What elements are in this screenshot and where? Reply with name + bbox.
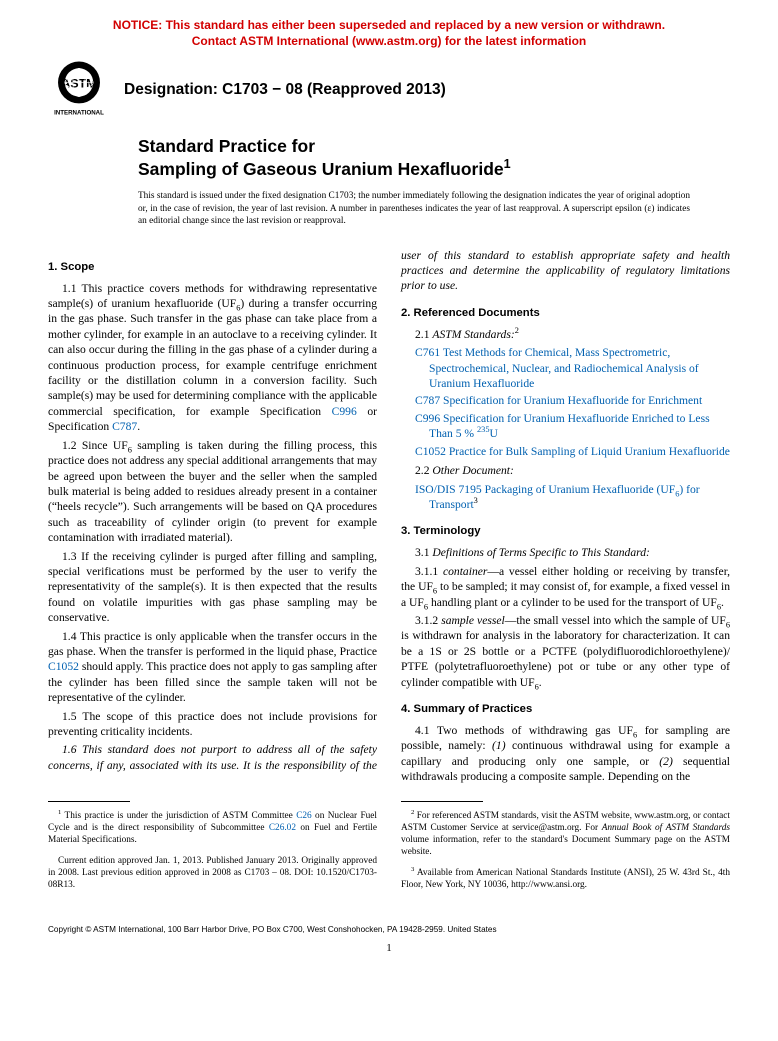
svg-text:INTERNATIONAL: INTERNATIONAL bbox=[54, 110, 104, 117]
title-line2: Sampling of Gaseous Uranium Hexafluoride bbox=[138, 159, 504, 179]
section-1-head: 1. Scope bbox=[48, 260, 377, 275]
link-c761[interactable]: C761 Test Methods for Chemical, Mass Spe… bbox=[415, 346, 699, 390]
para-1-3: 1.3 If the receiving cylinder is purged … bbox=[48, 549, 377, 626]
para-3-1-1: 3.1.1 container—a vessel either holding … bbox=[401, 564, 730, 610]
section-3-head: 3. Terminology bbox=[401, 524, 730, 539]
link-c996[interactable]: C996 bbox=[332, 405, 357, 418]
ref-iso7195: ISO/DIS 7195 Packaging of Uranium Hexafl… bbox=[415, 482, 730, 513]
para-1-5: 1.5 The scope of this practice does not … bbox=[48, 709, 377, 740]
title-line1: Standard Practice for bbox=[138, 136, 315, 156]
para-3-1-2: 3.1.2 sample vessel—the small vessel int… bbox=[401, 613, 730, 690]
astm-logo: ASTM INTERNATIONAL bbox=[48, 59, 110, 117]
sub-2-2: 2.2 Other Document: bbox=[401, 463, 730, 478]
notice-line2: Contact ASTM International (www.astm.org… bbox=[192, 34, 586, 48]
footnote-3: 3 Available from American National Stand… bbox=[401, 868, 730, 892]
link-c26-02[interactable]: C26.02 bbox=[269, 823, 296, 833]
issuance-note: This standard is issued under the fixed … bbox=[138, 190, 690, 228]
ref-c761: C761 Test Methods for Chemical, Mass Spe… bbox=[415, 345, 730, 391]
footnote-2: 2 For referenced ASTM standards, visit t… bbox=[401, 811, 730, 859]
copyright: Copyright © ASTM International, 100 Barr… bbox=[48, 925, 730, 934]
notice-banner: NOTICE: This standard has either been su… bbox=[48, 18, 730, 49]
document-title: Standard Practice for Sampling of Gaseou… bbox=[138, 135, 690, 180]
link-c996-ref[interactable]: C996 Specification for Uranium Hexafluor… bbox=[415, 412, 710, 440]
link-c787[interactable]: C787 bbox=[112, 420, 137, 433]
footnote-1: 1 This practice is under the jurisdictio… bbox=[48, 811, 377, 847]
section-2-head: 2. Referenced Documents bbox=[401, 306, 730, 321]
footnote-row: 1 This practice is under the jurisdictio… bbox=[48, 789, 730, 901]
ref-c996: C996 Specification for Uranium Hexafluor… bbox=[415, 411, 730, 442]
footnote-rule-left bbox=[48, 801, 130, 802]
para-1-2: 1.2 Since UF6 sampling is taken during t… bbox=[48, 438, 377, 546]
body-columns: 1. Scope 1.1 This practice covers method… bbox=[48, 248, 730, 785]
para-4-1: 4.1 Two methods of withdrawing gas UF6 f… bbox=[401, 723, 730, 785]
title-sup: 1 bbox=[504, 157, 511, 171]
link-c1052-ref[interactable]: C1052 Practice for Bulk Sampling of Liqu… bbox=[415, 445, 730, 458]
title-block: Standard Practice for Sampling of Gaseou… bbox=[138, 135, 690, 227]
header-row: ASTM INTERNATIONAL Designation: C1703 − … bbox=[48, 59, 730, 117]
link-c787-ref[interactable]: C787 Specification for Uranium Hexafluor… bbox=[415, 394, 702, 407]
footnote-rule-right bbox=[401, 801, 483, 802]
notice-line1: NOTICE: This standard has either been su… bbox=[113, 18, 665, 32]
para-1-4: 1.4 This practice is only applicable whe… bbox=[48, 629, 377, 706]
section-4-head: 4. Summary of Practices bbox=[401, 702, 730, 717]
designation: Designation: C1703 − 08 (Reapproved 2013… bbox=[124, 81, 446, 99]
para-1-1: 1.1 This practice covers methods for wit… bbox=[48, 281, 377, 435]
link-iso7195[interactable]: ISO/DIS 7195 Packaging of Uranium Hexafl… bbox=[415, 483, 700, 511]
link-c26[interactable]: C26 bbox=[296, 811, 312, 821]
footnote-1b: Current edition approved Jan. 1, 2013. P… bbox=[48, 856, 377, 892]
link-c1052[interactable]: C1052 bbox=[48, 660, 79, 673]
ref-c787: C787 Specification for Uranium Hexafluor… bbox=[415, 393, 730, 408]
sub-3-1: 3.1 Definitions of Terms Specific to Thi… bbox=[401, 545, 730, 560]
sub-2-1: 2.1 ASTM Standards:2 bbox=[401, 327, 730, 342]
page-number: 1 bbox=[48, 942, 730, 954]
page: NOTICE: This standard has either been su… bbox=[0, 0, 778, 994]
ref-c1052: C1052 Practice for Bulk Sampling of Liqu… bbox=[415, 444, 730, 459]
